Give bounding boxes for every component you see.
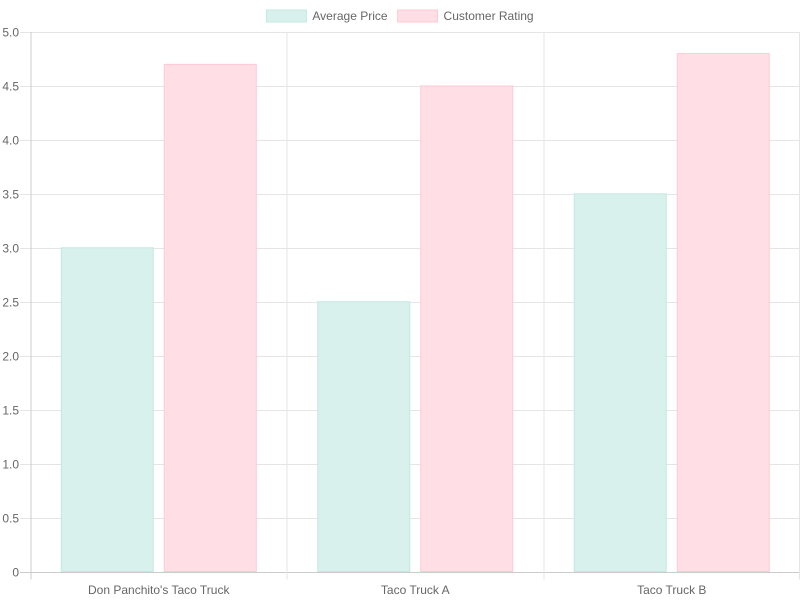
legend-swatch [265, 9, 307, 23]
y-tick-label: 1.0 [2, 458, 19, 472]
y-tick-label: 5.0 [2, 26, 19, 40]
y-tick-label: 3.5 [2, 188, 19, 202]
bar[interactable] [163, 63, 257, 573]
legend-item[interactable]: Customer Rating [397, 9, 534, 23]
bar[interactable] [573, 193, 667, 572]
y-tick-label: 4.5 [2, 80, 19, 94]
y-tick-label: 2.5 [2, 296, 19, 310]
bar[interactable] [317, 301, 411, 572]
legend-label: Customer Rating [444, 9, 534, 23]
legend-swatch [397, 9, 439, 23]
legend-item[interactable]: Average Price [265, 9, 388, 23]
y-tick-label: 2.0 [2, 350, 19, 364]
bar[interactable] [60, 247, 154, 573]
bar[interactable] [676, 53, 770, 572]
x-tick-label: Taco Truck B [637, 583, 706, 597]
y-tick-label: 0.5 [2, 512, 19, 526]
y-tick-label: 3.0 [2, 242, 19, 256]
y-tick-label: 1.5 [2, 404, 19, 418]
axes: 0 0.5 1.0 1.5 2.0 2.5 3.0 3.5 4.0 4.5 5.0 Don Panch… [2, 26, 706, 598]
bar[interactable] [420, 85, 514, 572]
x-tick-label: Taco Truck A [381, 583, 450, 597]
y-tick-label: 4.0 [2, 134, 19, 148]
bars [60, 53, 770, 573]
legend[interactable]: Average Price Customer Rating [265, 9, 534, 23]
y-tick-label: 0 [12, 566, 19, 580]
x-tick-label: Don Panchito's Taco Truck [88, 583, 230, 597]
legend-label: Average Price [312, 9, 387, 23]
